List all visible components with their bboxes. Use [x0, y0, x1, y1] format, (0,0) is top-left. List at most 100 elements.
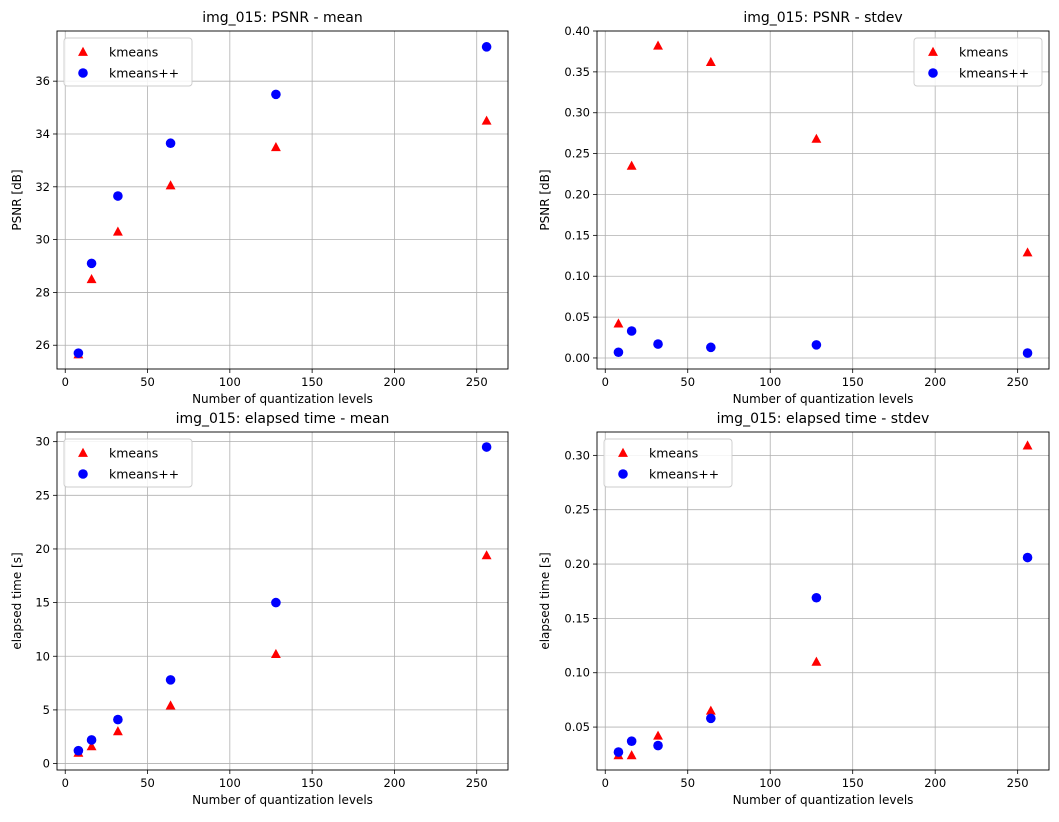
data-point-kmeans [811, 133, 822, 143]
legend-marker-kmeans++ [78, 469, 88, 479]
data-point-kmeans [1022, 247, 1033, 257]
x-tick-label: 200 [924, 776, 946, 790]
data-point-kmeans++ [73, 745, 84, 756]
series-kmeans++ [73, 42, 492, 358]
legend: kmeans kmeans++ [603, 438, 733, 488]
data-point-kmeans++ [271, 89, 281, 100]
data-point-kmeans++ [626, 736, 637, 746]
series-kmeans [73, 550, 492, 757]
axes-frame [596, 431, 1050, 771]
y-axis-label: elapsed time [s] [10, 552, 24, 649]
data-point-kmeans++ [165, 138, 176, 149]
x-tick-label: 100 [219, 776, 241, 790]
y-tick-label: 28 [35, 285, 50, 299]
x-tick-label: 100 [759, 776, 781, 790]
y-axis-label: elapsed time [s] [538, 552, 552, 649]
y-tick-label: 32 [35, 180, 50, 194]
legend-box [913, 37, 1043, 87]
data-point-kmeans++ [73, 348, 84, 358]
y-tick-label: 25 [35, 488, 50, 502]
y-tick-label: 15 [35, 596, 50, 610]
legend-label: kmeans [649, 446, 698, 461]
data-point-kmeans++ [481, 442, 492, 452]
legend-marker-kmeans++ [78, 68, 88, 78]
data-point-kmeans [165, 180, 176, 190]
data-point-kmeans++ [613, 747, 624, 757]
series-kmeans [613, 440, 1033, 760]
chart-title: img_015: elapsed time - mean [176, 411, 390, 427]
data-point-kmeans++ [271, 597, 281, 608]
data-point-kmeans [653, 730, 663, 740]
data-point-kmeans [481, 115, 492, 125]
x-tick-label: 50 [680, 776, 695, 790]
y-tick-label: 0.30 [564, 448, 590, 462]
chart-title: img_015: elapsed time - stdev [717, 411, 930, 427]
y-tick-label: 34 [35, 127, 50, 141]
x-tick-label: 0 [602, 375, 609, 389]
legend-marker-kmeans [618, 447, 628, 457]
x-tick-label: 250 [466, 375, 488, 389]
legend: kmeans kmeans++ [63, 37, 193, 87]
y-axis-label: PSNR [dB] [10, 169, 24, 230]
x-tick-label: 150 [301, 375, 323, 389]
data-point-kmeans [626, 160, 637, 170]
series-kmeans [73, 115, 492, 359]
x-axis-label: Number of quantization levels [733, 793, 914, 807]
y-tick-label: 0 [43, 757, 50, 771]
data-point-kmeans++ [481, 42, 492, 52]
x-tick-label: 250 [1007, 776, 1029, 790]
axes-frame [56, 30, 509, 370]
y-tick-label: 0.20 [564, 557, 590, 571]
data-point-kmeans++ [86, 258, 97, 269]
data-point-kmeans++ [811, 592, 822, 603]
data-point-kmeans++ [165, 675, 176, 685]
legend: kmeans kmeans++ [63, 438, 193, 488]
data-point-kmeans [705, 705, 716, 715]
data-point-kmeans [165, 700, 176, 710]
data-point-kmeans [86, 274, 97, 284]
y-tick-label: 10 [35, 649, 50, 663]
legend-label: kmeans++ [959, 66, 1029, 81]
y-tick-label: 30 [35, 233, 50, 247]
data-point-kmeans [1022, 440, 1033, 450]
x-tick-label: 0 [602, 776, 609, 790]
y-tick-label: 36 [35, 74, 50, 88]
data-point-kmeans [481, 550, 492, 560]
subplot-2: 0 50 100 150 200 250 0.00 0.05 0.10 0.15 0.20 0.25 0… [538, 10, 1050, 406]
y-tick-label: 26 [35, 338, 50, 352]
data-point-kmeans++ [653, 740, 663, 751]
subplot-1: 0 50 100 150 200 250 26 28 30 32 34 36 img_015: PSNR… [10, 10, 509, 406]
legend-box [603, 438, 733, 488]
data-point-kmeans++ [613, 347, 624, 358]
legend-marker-kmeans [928, 46, 938, 56]
data-point-kmeans++ [706, 342, 716, 353]
data-point-kmeans++ [706, 713, 716, 724]
data-point-kmeans++ [1022, 552, 1033, 563]
x-tick-label: 100 [219, 375, 241, 389]
x-tick-label: 150 [842, 375, 864, 389]
legend-marker-kmeans++ [928, 68, 938, 78]
legend-box [63, 438, 193, 488]
legend-label: kmeans++ [109, 467, 179, 482]
x-tick-label: 250 [466, 776, 488, 790]
legend-label: kmeans++ [109, 66, 179, 81]
data-point-kmeans++ [86, 735, 97, 745]
x-tick-label: 150 [301, 776, 323, 790]
x-tick-label: 0 [62, 375, 69, 389]
data-point-kmeans [86, 741, 97, 751]
y-tick-label: 0.25 [564, 503, 590, 517]
data-point-kmeans [653, 40, 663, 50]
data-point-kmeans [626, 750, 637, 760]
legend-label: kmeans [109, 446, 158, 461]
x-axis-label: Number of quantization levels [192, 793, 373, 807]
y-tick-label: 20 [35, 542, 50, 556]
data-point-kmeans [112, 726, 123, 736]
axes-frame [596, 30, 1050, 370]
chart-title: img_015: PSNR - mean [202, 10, 363, 26]
x-tick-label: 50 [680, 375, 695, 389]
y-tick-label: 0.30 [564, 106, 590, 120]
data-point-kmeans [705, 56, 716, 66]
data-point-kmeans [811, 656, 822, 666]
legend-box [63, 37, 193, 87]
